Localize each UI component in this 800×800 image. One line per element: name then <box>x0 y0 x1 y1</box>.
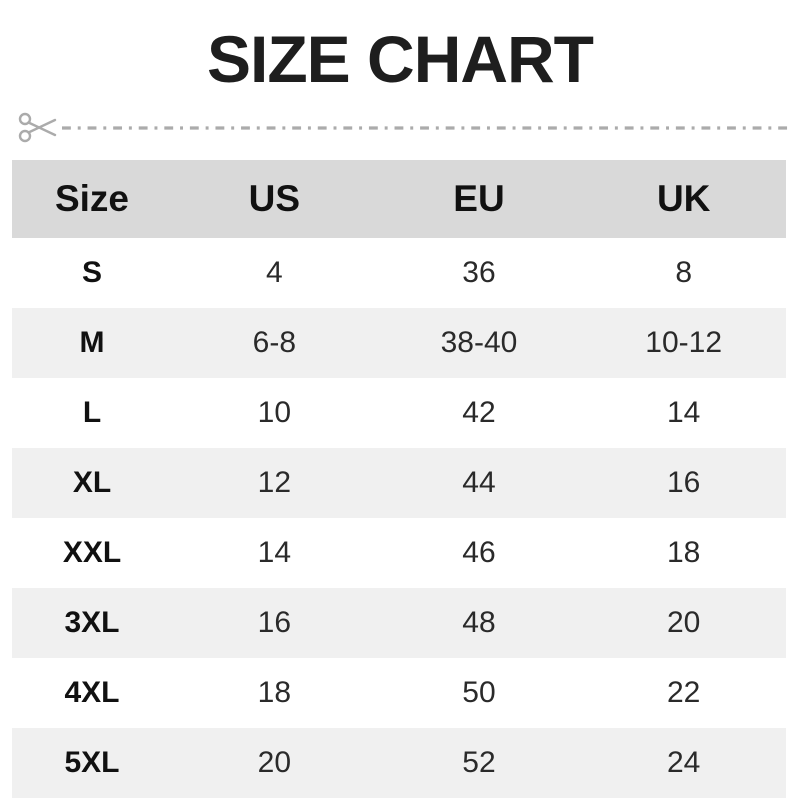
column-header-size: Size <box>54 178 130 219</box>
size-value-cell: 4 <box>265 256 283 289</box>
size-value-cell: 18 <box>666 536 701 569</box>
size-value-cell: 16 <box>666 466 701 499</box>
column-header-uk: UK <box>656 178 711 219</box>
size-table: Size US EU UK S 4 36 8 M 6-8 38-40 10-12 L 10 42 14… <box>12 160 786 798</box>
size-label-cell: XL <box>72 466 112 499</box>
size-value-cell: 42 <box>462 396 496 429</box>
table-row: L 10 42 14 <box>12 378 786 448</box>
table-row: 3XL 16 48 20 <box>12 588 786 658</box>
size-value-cell: 14 <box>666 396 701 429</box>
dashed-cut-line <box>62 126 790 130</box>
size-value-cell: 18 <box>257 676 292 709</box>
table-row: M 6-8 38-40 10-12 <box>12 308 786 378</box>
table-row: 5XL 20 52 24 <box>12 728 786 798</box>
size-value-cell: 10-12 <box>645 326 723 359</box>
size-label-cell: 3XL <box>64 606 120 639</box>
size-value-cell: 22 <box>666 676 701 709</box>
size-value-cell: 36 <box>462 256 496 289</box>
size-label-cell: M <box>79 326 105 359</box>
column-header-eu: EU <box>453 178 505 219</box>
table-row: XXL 14 46 18 <box>12 518 786 588</box>
size-value-cell: 48 <box>462 606 496 639</box>
size-label-cell: 4XL <box>64 676 120 709</box>
size-value-cell: 10 <box>257 396 292 429</box>
size-value-cell: 44 <box>462 466 496 499</box>
table-row: XL 12 44 16 <box>12 448 786 518</box>
column-header-us: US <box>248 178 301 219</box>
size-value-cell: 16 <box>257 606 292 639</box>
cut-line <box>18 108 790 148</box>
size-value-cell: 52 <box>462 746 496 779</box>
size-value-cell: 12 <box>257 466 292 499</box>
size-label-cell: 5XL <box>64 746 120 779</box>
table-row: S 4 36 8 <box>12 238 786 308</box>
size-label-cell: L <box>82 396 102 429</box>
table-header-row: Size US EU UK <box>12 160 786 238</box>
size-value-cell: 50 <box>462 676 496 709</box>
size-label-cell: XXL <box>62 536 122 569</box>
size-value-cell: 14 <box>257 536 292 569</box>
size-value-cell: 20 <box>666 606 701 639</box>
size-value-cell: 8 <box>675 256 692 289</box>
size-value-cell: 38-40 <box>440 326 518 359</box>
size-value-cell: 46 <box>462 536 496 569</box>
size-value-cell: 20 <box>257 746 292 779</box>
size-label-cell: S <box>81 256 102 289</box>
table-row: 4XL 18 50 22 <box>12 658 786 728</box>
size-value-cell: 24 <box>666 746 701 779</box>
scissors-icon <box>18 112 57 143</box>
page-title: SIZE CHART <box>207 22 594 96</box>
table-body: S 4 36 8 M 6-8 38-40 10-12 L 10 42 14 XL 12 44 16 XXL 14 4… <box>12 238 786 798</box>
size-value-cell: 6-8 <box>252 326 296 359</box>
